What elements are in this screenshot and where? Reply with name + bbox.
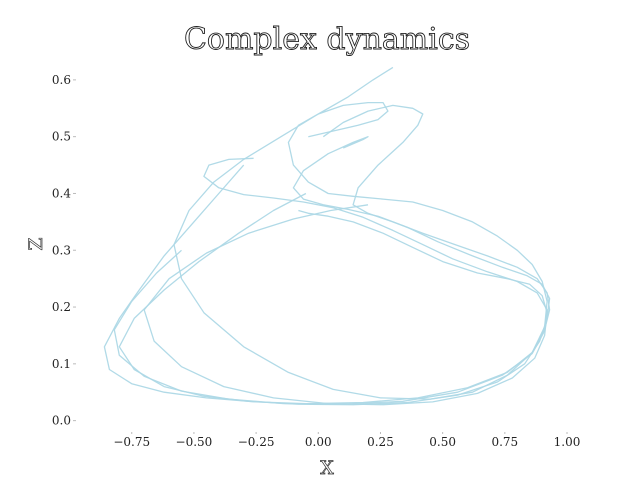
y-tick-label: 0.1 xyxy=(52,357,71,371)
trajectory-line-1 xyxy=(173,66,548,400)
x-axis-ticks: −0.75 −0.50 −0.25 0.00 0.25 0.50 0.75 1.00 xyxy=(113,432,580,449)
y-tick-label: 0.0 xyxy=(52,414,71,428)
y-tick-label: 0.3 xyxy=(52,243,71,257)
x-tick-label: 0.75 xyxy=(491,435,518,449)
trajectory-line-2 xyxy=(103,104,551,405)
y-axis-ticks: 0.0 0.1 0.2 0.3 0.4 0.5 0.6 xyxy=(52,73,76,428)
trajectory-line-5 xyxy=(113,157,548,405)
x-tick-label: 0.25 xyxy=(367,435,394,449)
chart-title: Complex dynamics xyxy=(184,22,470,57)
x-tick-label: −0.50 xyxy=(176,435,213,449)
x-tick-label: −0.25 xyxy=(238,435,275,449)
y-tick-label: 0.2 xyxy=(52,300,71,314)
y-axis-label: Z xyxy=(25,237,47,250)
x-tick-label: 0.50 xyxy=(429,435,456,449)
x-tick-label: 0.00 xyxy=(305,435,332,449)
y-tick-label: 0.5 xyxy=(52,130,71,144)
trajectory-series xyxy=(103,66,551,406)
trajectory-line-4 xyxy=(143,204,548,406)
y-tick-label: 0.4 xyxy=(52,186,71,200)
x-tick-label: 1.00 xyxy=(554,435,581,449)
x-tick-label: −0.75 xyxy=(113,435,150,449)
y-tick-label: 0.6 xyxy=(52,73,71,87)
x-axis-label: X xyxy=(320,457,334,479)
